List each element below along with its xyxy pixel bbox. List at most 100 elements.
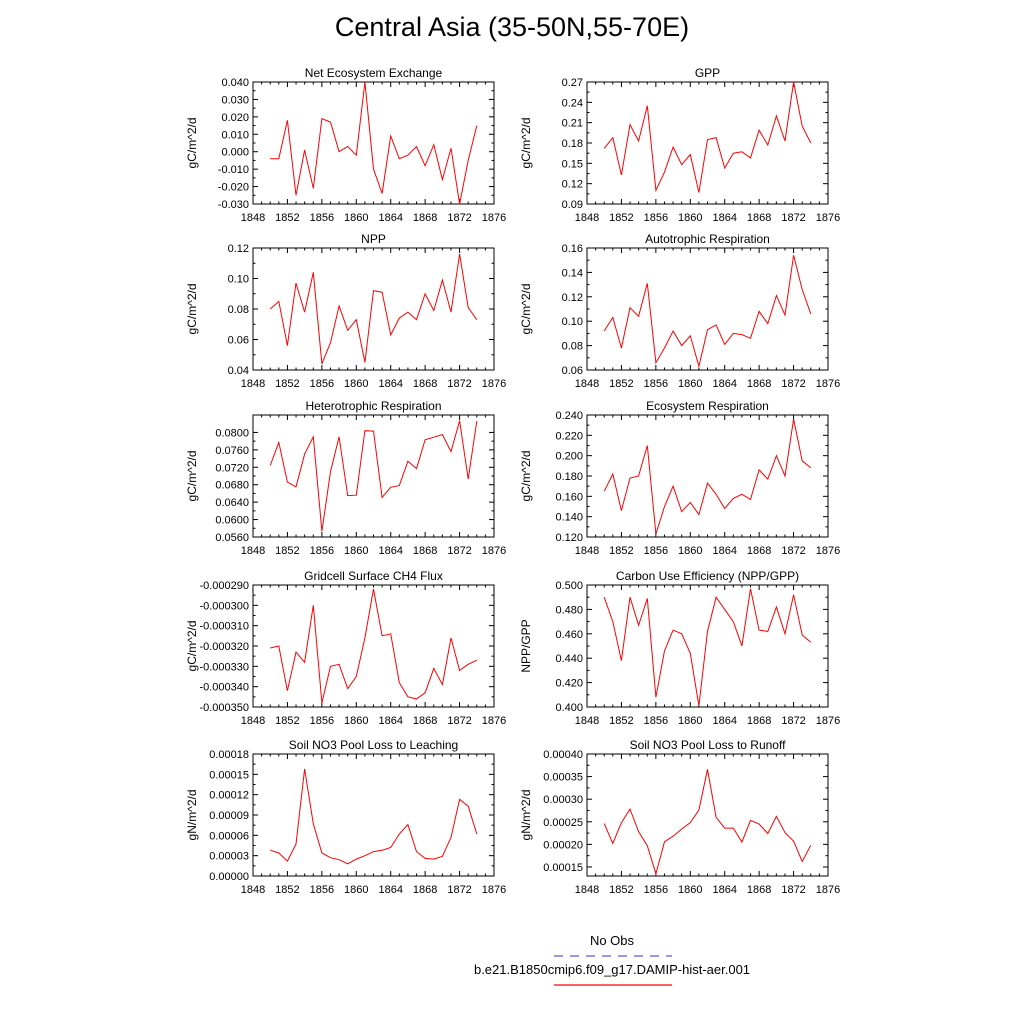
y-tick-label: -0.000310 (199, 621, 249, 633)
chart-panel-10: Soil NO3 Pool Loss to Runoff gN/m^2/d 1848… (519, 738, 840, 896)
x-tick-label: 1872 (447, 378, 471, 390)
x-tick-label: 1876 (816, 212, 840, 224)
y-tick-label: 0.00012 (209, 790, 249, 802)
y-tick-label: 0.140 (555, 512, 583, 524)
chart-panel-8: Carbon Use Efficiency (NPP/GPP) NPP/GPP 18… (519, 569, 840, 727)
x-tick-label: 1876 (816, 715, 840, 727)
x-tick-label: 1860 (344, 715, 368, 727)
x-tick-label: 1856 (310, 378, 334, 390)
x-tick-label: 1868 (413, 378, 437, 390)
chart-panel-6: Ecosystem Respiration gC/m^2/d 1848 1852 185… (519, 399, 840, 557)
x-tick-label: 1860 (344, 378, 368, 390)
x-tick-label: 1856 (310, 715, 334, 727)
series-line (603, 588, 812, 706)
chart-title: Carbon Use Efficiency (NPP/GPP) (616, 569, 799, 583)
x-tick-label: 1852 (609, 212, 633, 224)
x-tick-label: 1856 (644, 715, 668, 727)
series-line (269, 420, 478, 532)
chart-title: Soil NO3 Pool Loss to Leaching (289, 738, 458, 752)
y-tick-label: 0.000 (221, 147, 249, 159)
x-tick-label: 1876 (816, 545, 840, 557)
chart-title: Autotrophic Respiration (645, 232, 770, 246)
chart-panel-4: Autotrophic Respiration gC/m^2/d 1848 1852 1… (519, 232, 840, 390)
x-tick-label: 1856 (644, 884, 668, 896)
x-tick-label: 1872 (781, 545, 805, 557)
y-tick-label: 0.400 (555, 702, 583, 714)
x-tick-label: 1876 (482, 884, 506, 896)
y-axis-label: gN/m^2/d (185, 790, 199, 841)
x-tick-label: 1864 (378, 545, 402, 557)
x-tick-label: 1848 (241, 545, 265, 557)
y-tick-label: 0.00035 (543, 772, 583, 784)
y-tick-label: 0.180 (555, 471, 583, 483)
y-tick-label: 0.10 (562, 316, 583, 328)
y-tick-label: 0.12 (228, 243, 249, 255)
series-line (603, 769, 812, 876)
series-line (603, 81, 812, 193)
plot-frame (586, 753, 829, 877)
y-tick-label: 0.020 (221, 112, 249, 124)
y-tick-label: 0.0680 (215, 480, 249, 492)
x-tick-label: 1860 (678, 715, 702, 727)
y-tick-label: 0.00025 (543, 817, 583, 829)
x-tick-label: 1848 (575, 715, 599, 727)
x-tick-label: 1856 (644, 545, 668, 557)
x-tick-label: 1872 (447, 212, 471, 224)
y-tick-label: 0.12 (562, 179, 583, 191)
y-tick-label: 0.00015 (543, 862, 583, 874)
y-tick-label: -0.000290 (199, 580, 249, 592)
y-tick-label: 0.10 (228, 274, 249, 286)
y-axis-label: gC/m^2/d (519, 118, 533, 169)
y-tick-label: 0.010 (221, 129, 249, 141)
series-line (603, 418, 812, 535)
x-tick-label: 1872 (781, 884, 805, 896)
y-tick-label: 0.14 (562, 267, 583, 279)
plot-frame (252, 81, 495, 205)
y-tick-label: 0.00020 (543, 839, 583, 851)
y-tick-label: 0.040 (221, 77, 249, 89)
x-tick-label: 1856 (644, 378, 668, 390)
y-tick-label: 0.00009 (209, 810, 249, 822)
series-line (270, 768, 478, 865)
y-axis-label: NPP/GPP (519, 619, 533, 672)
y-axis-label: gC/m^2/d (519, 284, 533, 335)
x-tick-label: 1852 (275, 545, 299, 557)
y-tick-label: 0.00040 (543, 749, 583, 761)
chart-title: GPP (695, 66, 720, 80)
x-tick-label: 1852 (275, 884, 299, 896)
x-tick-label: 1868 (413, 884, 437, 896)
y-tick-label: -0.000300 (199, 600, 249, 612)
x-tick-label: 1860 (344, 212, 368, 224)
x-tick-label: 1848 (575, 884, 599, 896)
y-axis-label: gN/m^2/d (519, 790, 533, 841)
series-line (270, 589, 478, 704)
chart-panel-3: NPP gC/m^2/d 1848 1852 1856 1860 1864 1868 1872 1… (185, 232, 506, 390)
y-tick-label: 0.18 (562, 138, 583, 150)
y-tick-label: 0.00018 (209, 749, 249, 761)
x-tick-label: 1872 (781, 378, 805, 390)
x-tick-label: 1852 (609, 378, 633, 390)
y-tick-label: 0.24 (562, 97, 583, 109)
y-tick-label: -0.020 (218, 182, 249, 194)
x-tick-label: 1872 (447, 884, 471, 896)
chart-panel-1: Net Ecosystem Exchange gC/m^2/d 1848 1852 18… (185, 66, 506, 224)
x-tick-label: 1876 (816, 378, 840, 390)
x-tick-label: 1864 (378, 212, 402, 224)
x-tick-label: 1876 (482, 545, 506, 557)
y-tick-label: 0.00015 (209, 769, 249, 781)
x-tick-label: 1872 (447, 545, 471, 557)
x-tick-label: 1872 (781, 212, 805, 224)
x-tick-label: 1852 (275, 212, 299, 224)
x-tick-label: 1852 (609, 545, 633, 557)
x-tick-label: 1864 (712, 884, 736, 896)
x-tick-label: 1868 (413, 545, 437, 557)
x-tick-label: 1868 (747, 715, 771, 727)
x-tick-label: 1852 (275, 715, 299, 727)
x-tick-label: 1876 (816, 884, 840, 896)
x-tick-label: 1872 (447, 715, 471, 727)
chart-title: Gridcell Surface CH4 Flux (304, 569, 443, 583)
y-tick-label: 0.00030 (543, 794, 583, 806)
y-tick-label: -0.010 (218, 164, 249, 176)
x-tick-label: 1864 (378, 378, 402, 390)
x-tick-label: 1860 (678, 378, 702, 390)
